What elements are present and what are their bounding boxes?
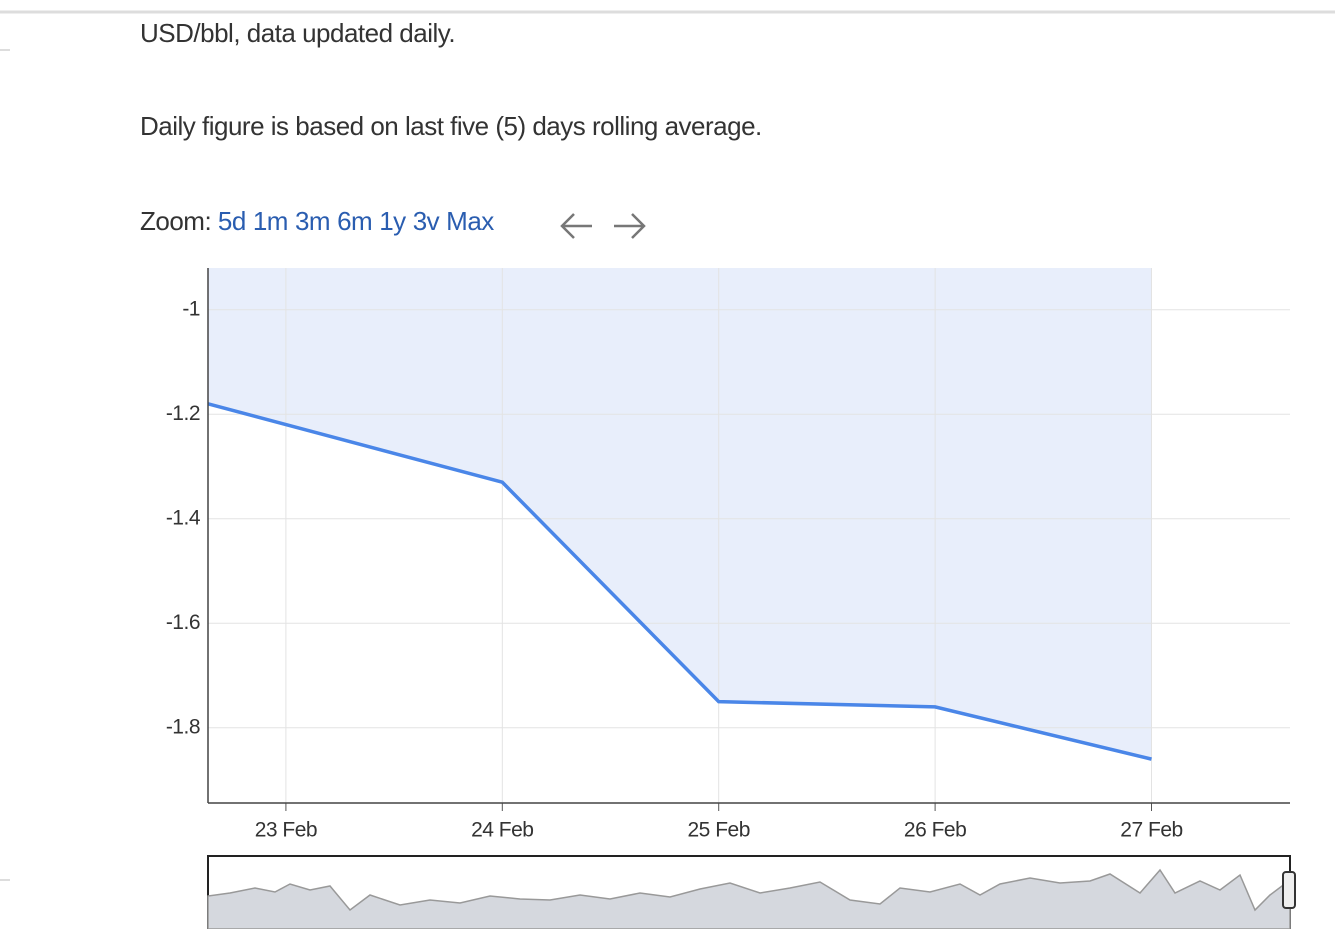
line <box>207 402 1152 761</box>
zoom-links: 5d 1m 3m 6m 1y 3v Max <box>218 206 501 236</box>
y-tick-label: -1.2 <box>166 402 200 425</box>
y-tick-label: -1.4 <box>166 506 201 529</box>
navigator-handle[interactable] <box>1282 871 1296 909</box>
x-tick-label: 27 Feb <box>1120 819 1182 842</box>
y-tick-label: -1.6 <box>166 611 200 634</box>
area-fill <box>208 268 1152 760</box>
zoom-link[interactable]: 5d <box>217 206 246 236</box>
zoom-link[interactable]: 1m <box>252 206 289 236</box>
x-tick-label: 25 Feb <box>688 819 750 842</box>
x-tick-label: 24 Feb <box>471 819 533 842</box>
description: Daily figure is based on last five (5) d… <box>140 111 762 141</box>
zoom-link[interactable]: 1y <box>379 206 406 236</box>
plot: -1 -1.2 -1.4 -1.6 -1.8 23 Feb 24 Feb 25 Feb 26 F… <box>166 268 1290 842</box>
zoom-link[interactable]: 6m <box>337 206 373 236</box>
y-tick-label: -1.8 <box>166 715 200 738</box>
navigator[interactable] <box>207 855 1296 929</box>
zoom-label: Zoom: <box>140 206 212 236</box>
x-tick-label: 23 Feb <box>255 819 317 842</box>
zoom-bar: Zoom: 5d 1m 3m 6m 1y 3v Max <box>140 206 501 237</box>
navigator-sparkline <box>207 868 1291 929</box>
arrow-right[interactable] <box>614 213 646 239</box>
zoom-link[interactable]: Max <box>446 206 494 236</box>
x-tick-label: 26 Feb <box>904 819 966 842</box>
units-note: USD/bbl, data updated daily. <box>140 18 456 48</box>
zoom-link[interactable]: 3v <box>412 206 440 236</box>
y-tick-label: -1 <box>182 297 200 320</box>
zoom-link[interactable]: 3m <box>294 206 331 236</box>
nav-arrows[interactable] <box>560 213 646 239</box>
arrow-left[interactable] <box>560 213 592 239</box>
